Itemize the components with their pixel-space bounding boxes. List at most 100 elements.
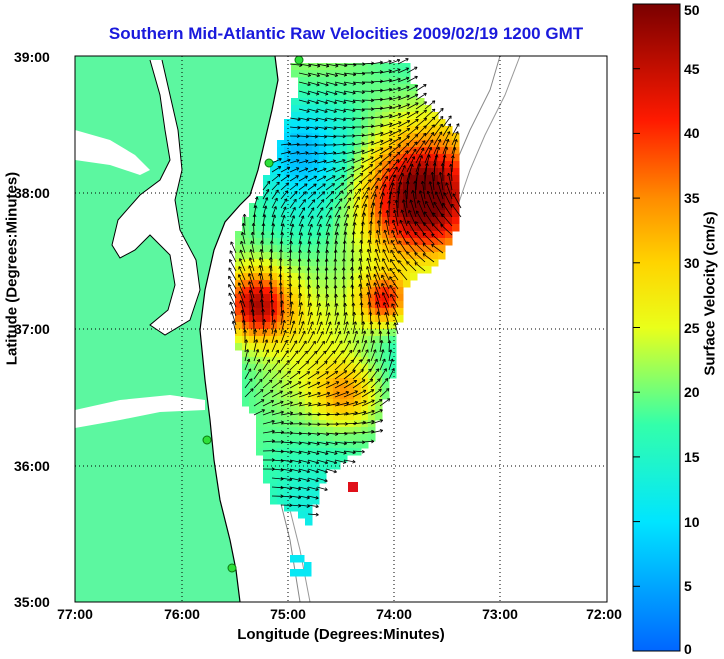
velocity-vector-head [328, 215, 332, 218]
velocity-cell [438, 252, 446, 260]
velocity-vector [388, 368, 395, 380]
velocity-cell [305, 224, 313, 232]
velocity-vector-head [406, 94, 410, 96]
velocity-vector [408, 210, 417, 227]
velocity-cell [284, 350, 292, 358]
velocity-vector-head [376, 239, 379, 243]
velocity-cell [263, 308, 271, 316]
velocity-vector [370, 162, 382, 173]
delaware-bay [75, 130, 150, 175]
velocity-cell [256, 203, 264, 211]
velocity-cell [361, 196, 369, 204]
velocity-cell [312, 280, 320, 288]
velocity-vector-head [431, 233, 435, 235]
velocity-vector-head [318, 223, 322, 227]
velocity-vector-head [398, 113, 402, 117]
velocity-vector-head [390, 293, 394, 297]
velocity-vector [262, 349, 269, 362]
velocity-cell [375, 231, 383, 239]
velocity-vector-head [289, 266, 292, 270]
velocity-vector [244, 368, 252, 380]
velocity-vector [262, 410, 275, 416]
velocity-vector-head [336, 401, 340, 404]
velocity-cell [319, 350, 327, 358]
velocity-vector-head [352, 90, 356, 94]
velocity-vector [343, 214, 349, 227]
velocity-vector [307, 340, 316, 353]
velocity-vector-head [363, 339, 367, 343]
velocity-cell [375, 63, 383, 71]
velocity-vector-head [373, 193, 377, 197]
velocity-vector-head [325, 451, 329, 455]
velocity-cell [298, 329, 306, 337]
velocity-cell [347, 238, 355, 246]
velocity-vector [370, 349, 376, 362]
velocity-cell [263, 329, 271, 337]
velocity-vector [316, 321, 323, 335]
velocity-cell [403, 77, 411, 85]
radar-station [294, 55, 304, 65]
velocity-cell [298, 455, 306, 463]
velocity-cell [361, 231, 369, 239]
velocity-cell [375, 266, 383, 274]
velocity-vector [334, 441, 347, 445]
velocity-cell [354, 84, 362, 92]
velocity-cell [354, 385, 362, 393]
velocity-vector-head [263, 205, 267, 209]
velocity-vector [325, 215, 332, 227]
velocity-vector-head [333, 249, 337, 253]
velocity-cell [291, 203, 299, 211]
velocity-cell [340, 448, 348, 456]
velocity-cell [368, 287, 376, 295]
velocity-vector-head [422, 232, 427, 235]
velocity-vector-head [296, 152, 300, 155]
velocity-cell [361, 441, 369, 449]
colorbar-tick-label: 25 [684, 319, 700, 336]
velocity-vector [431, 244, 444, 254]
velocity-cell [375, 147, 383, 155]
velocity-vector-head [324, 134, 327, 138]
velocity-cell [452, 210, 460, 218]
velocity-cell [319, 175, 327, 183]
velocity-vector [388, 113, 402, 119]
velocity-vector [325, 90, 338, 95]
velocity-cell [326, 357, 334, 365]
velocity-vector-head [357, 188, 361, 191]
velocity-vector-head [406, 67, 410, 71]
velocity-cell [361, 273, 369, 281]
velocity-vector-head [253, 222, 256, 226]
velocity-cell [403, 217, 411, 225]
velocity-vector [388, 159, 400, 173]
velocity-vector-head [394, 174, 397, 178]
velocity-vector [370, 107, 383, 110]
velocity-cell [389, 161, 397, 169]
velocity-vector-head [407, 95, 410, 99]
velocity-cell [368, 70, 376, 78]
velocity-vector-head [239, 300, 241, 304]
velocity-vector-head [379, 60, 383, 63]
velocity-vector-head [306, 267, 310, 271]
velocity-vector [228, 267, 237, 281]
velocity-vector-head [376, 177, 380, 180]
velocity-vector-head [351, 267, 354, 270]
velocity-vector-head [271, 448, 275, 451]
velocity-vector-head [342, 240, 346, 244]
velocity-vector-head [371, 164, 374, 168]
velocity-cell [347, 182, 355, 190]
velocity-cell [312, 203, 320, 211]
velocity-cell [347, 252, 355, 260]
velocity-vector [343, 359, 354, 371]
velocity-vector [375, 239, 381, 254]
velocity-cell [361, 371, 369, 379]
velocity-vector [388, 121, 402, 128]
velocity-vector [352, 188, 362, 200]
velocity-cell [291, 350, 299, 358]
velocity-vector [298, 302, 302, 317]
velocity-vector-head [374, 291, 378, 295]
velocity-cell [249, 224, 257, 232]
velocity-vector-head [257, 349, 260, 353]
velocity-vector-head [316, 453, 320, 455]
velocity-vector-head [263, 223, 266, 227]
velocity-cell [403, 280, 411, 288]
velocity-cell [277, 329, 285, 337]
